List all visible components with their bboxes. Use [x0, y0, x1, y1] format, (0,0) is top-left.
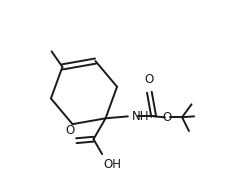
- Text: O: O: [145, 73, 154, 86]
- Text: O: O: [65, 124, 75, 137]
- Text: NH: NH: [132, 110, 150, 123]
- Text: O: O: [163, 111, 172, 124]
- Text: OH: OH: [103, 158, 121, 171]
